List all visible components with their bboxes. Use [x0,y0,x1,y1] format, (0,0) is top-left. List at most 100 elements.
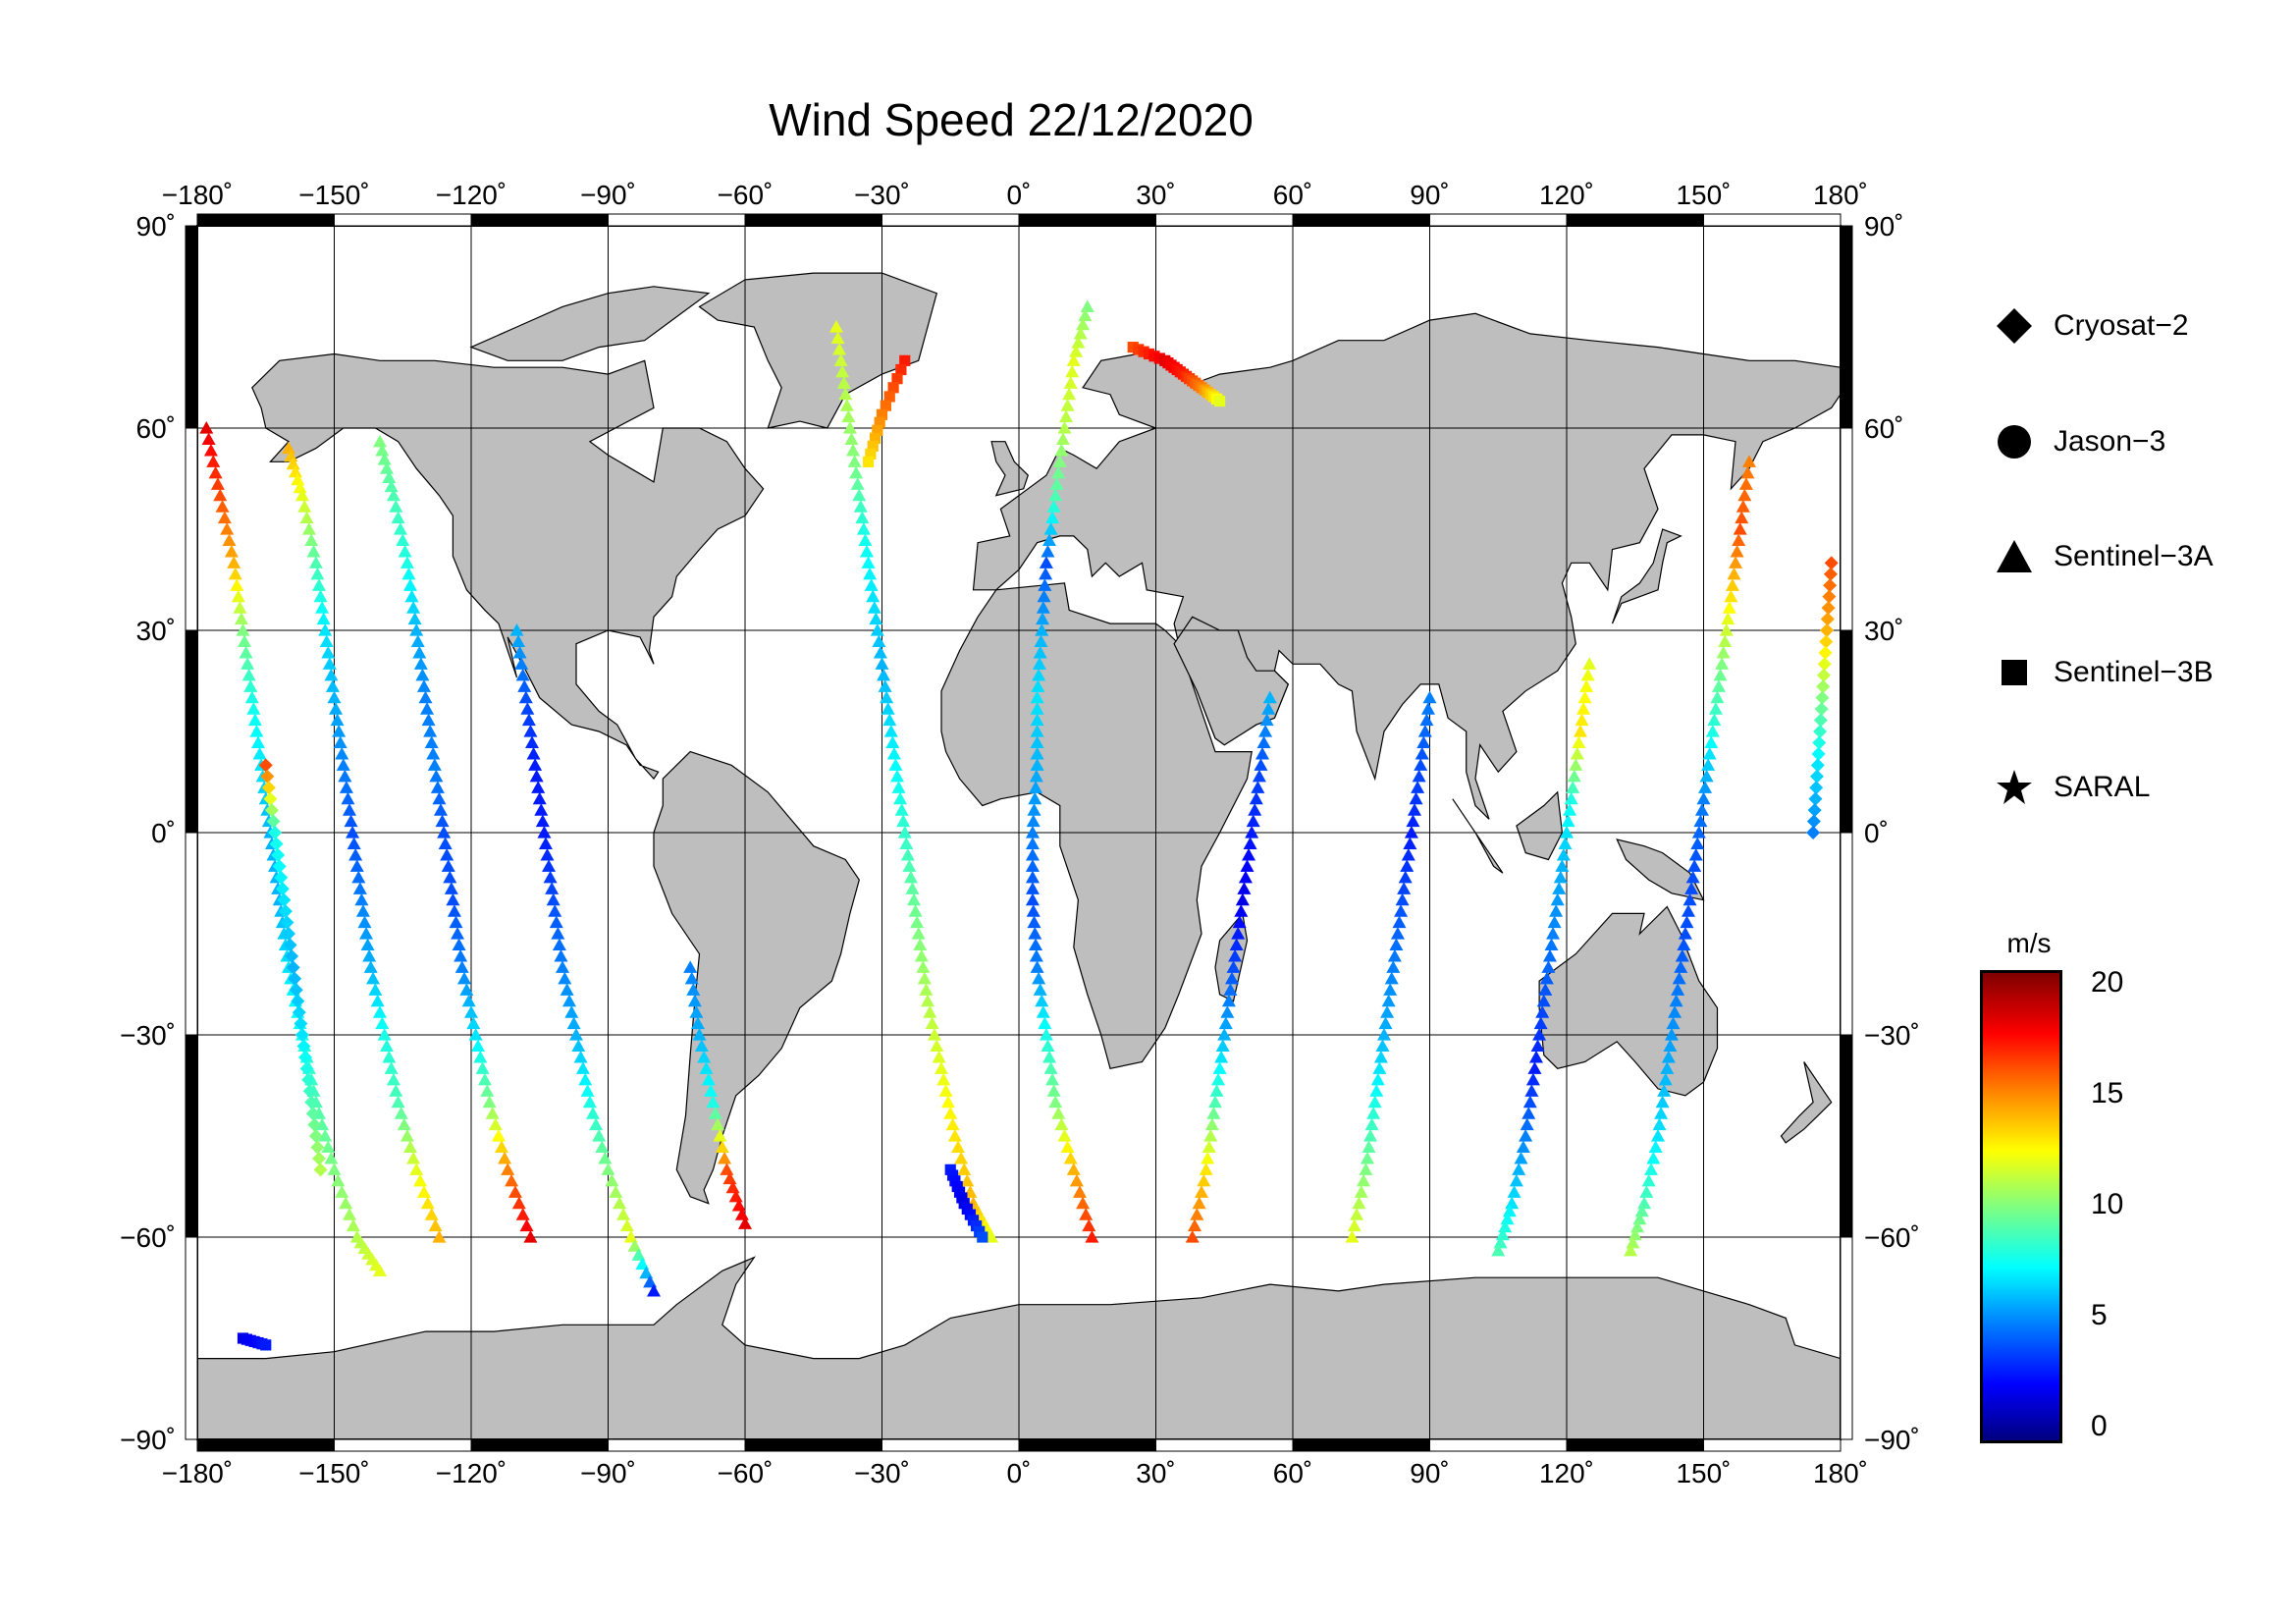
triangle-marker [1030,690,1044,704]
triangle-marker [241,668,256,681]
triangle-marker [416,1185,431,1198]
triangle-marker [514,657,529,670]
triangle-marker [1035,994,1049,1007]
frame-segment [1703,1438,1842,1452]
lon-tick-label-top: 180˚ [1813,180,1868,210]
triangle-marker [875,657,889,670]
triangle-marker [224,544,239,558]
triangle-marker [1048,488,1063,502]
triangle-marker [424,1208,439,1220]
triangle-marker [1507,1185,1522,1198]
triangle-marker [908,904,923,917]
triangle-marker [1655,1095,1670,1109]
triangle-marker [947,1129,962,1142]
triangle-marker [318,1129,333,1142]
triangle-marker [1563,803,1577,816]
triangle-marker [1261,702,1276,715]
triangle-marker [738,1217,752,1229]
diamond-marker [1821,601,1836,616]
triangle-marker [1716,645,1731,659]
triangle-marker [239,645,253,659]
triangle-marker [1547,915,1562,929]
triangle-marker [230,578,244,591]
triangle-marker [315,601,330,614]
triangle-marker [391,1095,405,1109]
triangle-marker [310,567,325,580]
triangle-marker [1558,837,1573,850]
square-marker [974,1225,986,1237]
square-marker [958,1198,970,1210]
triangle-marker [509,623,524,636]
triangle-marker [1646,1151,1661,1164]
triangle-marker [485,1107,500,1119]
triangle-marker [1027,915,1041,929]
triangle-marker [573,1050,588,1063]
land-arctic-islands [469,286,711,361]
triangle-marker [852,488,867,502]
triangle-marker [1243,837,1257,850]
colorbar-tick-label: 0 [2091,1410,2108,1442]
triangle-marker [440,847,454,861]
triangle-marker [720,1163,734,1175]
triangle-marker [1195,1185,1208,1198]
triangle-marker [321,1140,336,1154]
triangle-marker [1389,938,1404,951]
triangle-marker [523,1230,538,1243]
square-marker [887,382,899,394]
triangle-marker [598,1151,613,1164]
triangle-marker [1192,1196,1206,1210]
frame-segment [185,832,198,1036]
square-marker [899,354,911,366]
triangle-marker [715,1140,729,1154]
triangle-marker [366,971,381,985]
triangle-marker [449,915,463,929]
diamond-marker [1816,679,1831,694]
triangle-marker [384,1061,399,1074]
diamond-marker [1812,735,1827,750]
triangle-marker [1041,1039,1055,1053]
triangle-marker [339,781,353,793]
triangle-marker [1690,837,1705,850]
triangle-marker [1742,455,1756,467]
diamond-marker [294,1016,308,1031]
square-marker [944,1163,956,1175]
triangle-marker [893,791,908,805]
triangle-marker [1572,735,1586,749]
frame-segment [1018,213,1156,227]
triangle-marker [1553,870,1568,884]
triangle-marker [386,488,400,502]
triangle-marker [1626,1235,1640,1249]
triangle-marker [331,1173,346,1187]
triangle-marker [537,826,552,839]
lat-tick-label-right: −60˚ [1864,1222,1920,1253]
triangle-marker [1737,488,1752,502]
triangle-marker [468,1028,483,1041]
triangle-marker [1580,668,1595,681]
triangle-marker [1065,364,1080,378]
triangle-marker [1576,702,1591,715]
diamond-marker [260,769,275,784]
triangle-marker [1525,1072,1540,1086]
triangle-marker [406,601,421,614]
triangle-marker [1063,376,1078,389]
legend-item-cryosat2: Cryosat−2 [1993,301,2189,351]
triangle-marker [1546,927,1561,940]
triangle-marker [866,589,881,603]
triangle-marker [1242,847,1256,861]
square-marker [883,391,895,403]
triangle-marker [327,1163,342,1175]
triangle-marker [1059,409,1074,423]
triangle-marker [921,994,934,1007]
triangle-marker [1688,847,1703,861]
triangle-marker [1400,859,1415,872]
triangle-marker [1404,826,1418,839]
triangle-marker [1657,1084,1672,1097]
frame-segment [881,1438,1020,1452]
triangle-marker [346,1218,360,1232]
triangle-marker [336,758,350,771]
triangle-marker [1527,1061,1542,1074]
diamond-marker [268,826,283,839]
triangle-marker [943,1107,958,1119]
triangle-marker [734,1208,749,1220]
